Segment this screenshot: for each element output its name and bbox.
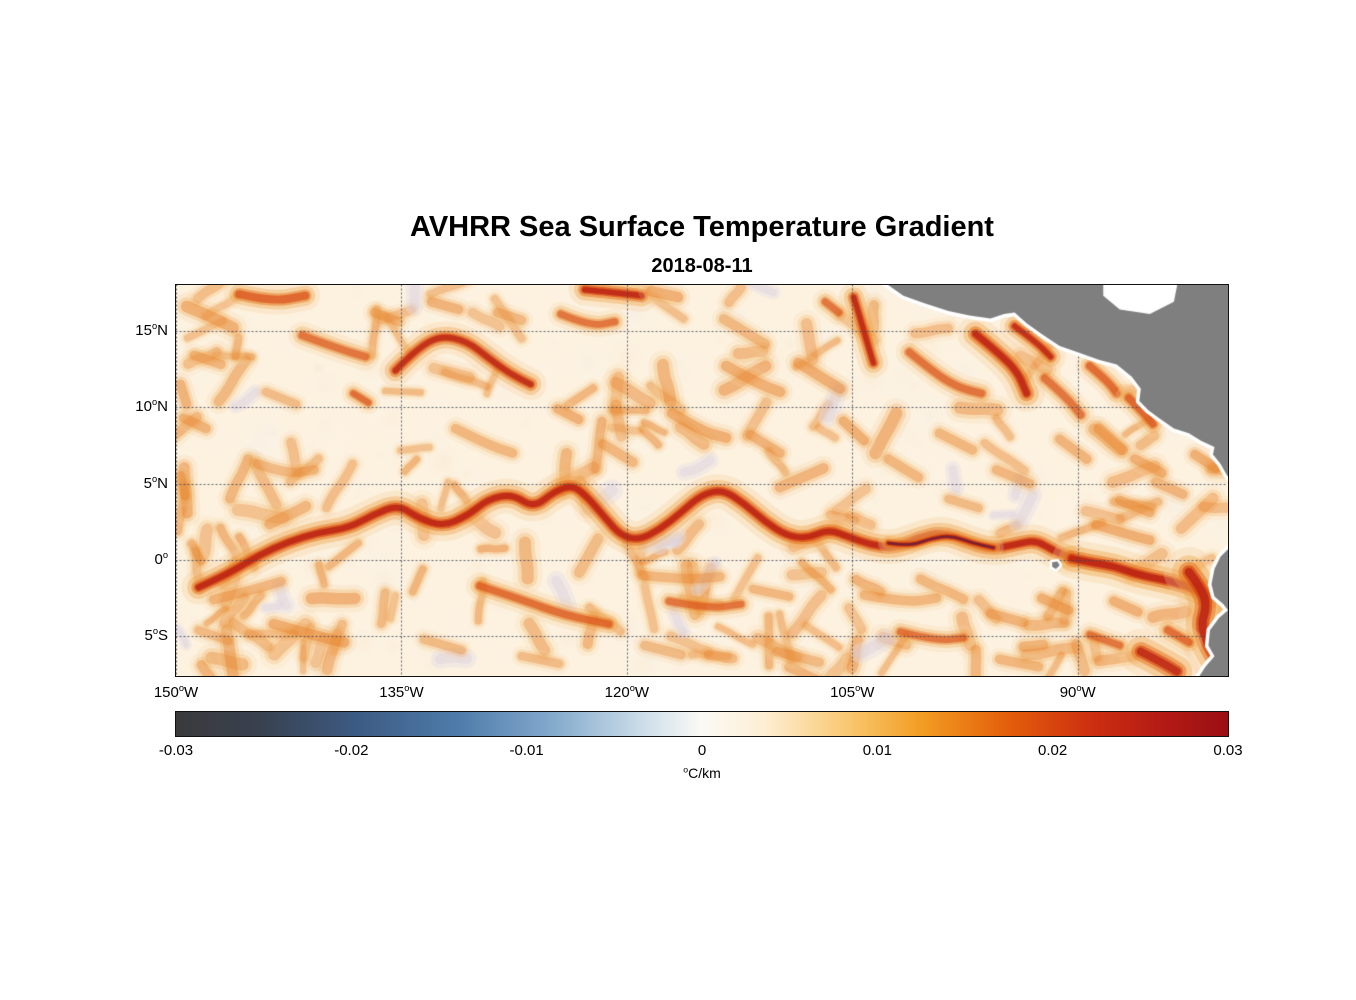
colorbar-tick-label: 0.02 (1038, 742, 1068, 759)
colorbar-tick-label: 0.01 (862, 742, 892, 759)
colorbar-tick-label: 0 (697, 742, 707, 759)
x-tick-label: 90oW (1059, 683, 1096, 701)
chart-title: AVHRR Sea Surface Temperature Gradient (410, 211, 994, 243)
x-tick-label: 150oW (153, 683, 199, 701)
y-tick-label: 10oN (135, 397, 168, 416)
colorbar-tick-label: -0.01 (509, 742, 544, 759)
colorbar-tick-label: 0.03 (1213, 742, 1243, 759)
colorbar-tick-label: -0.03 (158, 742, 194, 759)
x-tick-label: 120oW (604, 683, 650, 701)
y-tick-label: 15oN (135, 320, 168, 339)
x-tick-label: 135oW (379, 683, 424, 701)
y-tick-label: 5oS (144, 626, 168, 645)
colorbar (175, 711, 1229, 737)
y-tick-label: 5oN (143, 473, 168, 492)
colorbar-tick-label: -0.02 (334, 742, 369, 759)
chart-subtitle: 2018-08-11 (651, 255, 753, 277)
y-tick-label: 0o (154, 549, 168, 568)
map-canvas (175, 284, 1229, 677)
colorbar-unit-label: oC/km (683, 764, 721, 781)
x-tick-label: 105oW (830, 683, 875, 701)
